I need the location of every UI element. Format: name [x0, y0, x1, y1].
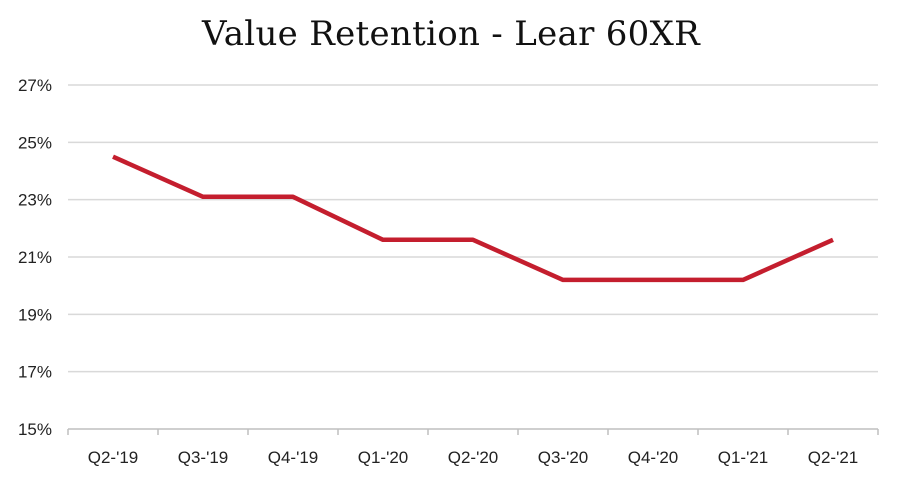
y-tick-label: 27%: [18, 76, 52, 95]
x-axis-ticks: Q2-'19 Q3-'19 Q4-'19 Q1-'20 Q2-'20 Q3-'20 Q4-'…: [88, 448, 859, 467]
x-tick-label: Q2-'21: [808, 448, 859, 467]
x-tick-label: Q3-'19: [178, 448, 229, 467]
series-layer: [112, 154, 834, 283]
y-tick-label: 15%: [18, 420, 52, 439]
series-line: [112, 154, 834, 283]
x-tick-label: Q3-'20: [538, 448, 589, 467]
y-tick-label: 17%: [18, 363, 52, 382]
x-tick-label: Q1-'20: [358, 448, 409, 467]
chart-title: Value Retention - Lear 60XR: [201, 14, 700, 54]
y-axis-ticks: 15% 17% 19% 21% 23% 25% 27%: [18, 76, 52, 439]
x-tick-label: Q1-'21: [718, 448, 769, 467]
y-tick-label: 23%: [18, 191, 52, 210]
x-tick-label: Q4-'20: [628, 448, 679, 467]
y-tick-label: 25%: [18, 133, 52, 152]
gridlines: [68, 84, 878, 373]
x-tick-label: Q2-'19: [88, 448, 139, 467]
y-tick-label: 19%: [18, 305, 52, 324]
x-axis: [67, 428, 879, 435]
x-tick-label: Q4-'19: [268, 448, 319, 467]
y-tick-label: 21%: [18, 248, 52, 267]
x-tick-label: Q2-'20: [448, 448, 499, 467]
